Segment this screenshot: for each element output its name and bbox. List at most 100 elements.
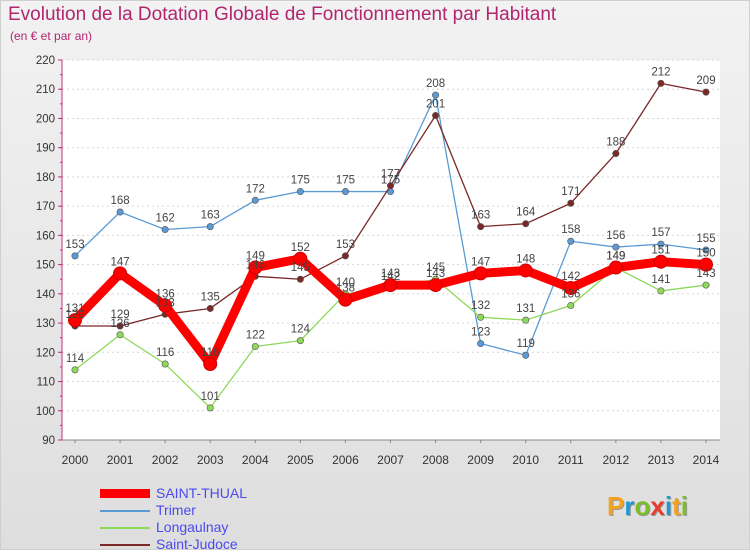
data-label: 208	[426, 78, 445, 90]
data-point	[474, 267, 487, 280]
data-label: 116	[201, 347, 219, 359]
x-tick-label: 2008	[422, 453, 449, 467]
y-tick-label: 190	[36, 143, 55, 155]
x-tick-label: 2014	[693, 453, 720, 467]
data-label: 155	[696, 233, 715, 245]
data-label: 101	[201, 391, 220, 403]
data-label: 163	[201, 210, 220, 222]
logo-letter: i	[681, 491, 688, 521]
data-point	[519, 264, 532, 277]
data-point	[72, 367, 78, 373]
x-tick-label: 2004	[242, 453, 269, 467]
data-label: 156	[606, 230, 625, 242]
data-point	[207, 223, 213, 229]
data-label: 153	[65, 239, 84, 251]
data-label: 145	[426, 262, 445, 274]
data-point	[297, 276, 303, 282]
data-point	[342, 253, 348, 259]
data-label: 188	[606, 137, 625, 149]
legend-label: Longaulnay	[156, 519, 228, 536]
data-label: 168	[110, 195, 129, 207]
data-label: 150	[696, 248, 715, 260]
data-point	[432, 112, 438, 118]
x-tick-label: 2009	[467, 453, 494, 467]
data-point	[252, 197, 258, 203]
x-tick-label: 2010	[512, 453, 539, 467]
data-label: 212	[651, 66, 670, 78]
data-label: 122	[246, 329, 265, 341]
data-point	[342, 188, 348, 194]
data-label: 149	[606, 251, 625, 263]
x-tick-label: 2001	[107, 453, 134, 467]
y-tick-label: 220	[36, 55, 55, 67]
logo-letter: x	[650, 491, 664, 521]
legend-swatch	[100, 510, 150, 512]
data-label: 146	[246, 259, 265, 271]
data-point	[162, 226, 168, 232]
data-label: 153	[336, 239, 355, 251]
data-point	[72, 253, 78, 259]
x-tick-label: 2003	[197, 453, 224, 467]
data-label: 135	[201, 291, 220, 303]
data-point	[658, 80, 664, 86]
x-tick-label: 2002	[152, 453, 179, 467]
data-label: 141	[651, 274, 670, 286]
x-tick-label: 2011	[558, 453, 584, 467]
data-label: 148	[516, 253, 535, 265]
data-label: 158	[561, 224, 580, 236]
data-label: 164	[516, 207, 536, 219]
data-label: 177	[381, 169, 400, 181]
data-point	[162, 361, 168, 367]
data-label: 142	[561, 271, 580, 283]
legend-swatch	[100, 489, 150, 498]
y-tick-label: 130	[36, 318, 55, 330]
data-label: 147	[110, 256, 129, 268]
data-point	[207, 405, 213, 411]
data-label: 129	[110, 309, 129, 321]
legend-label: SAINT-THUAL	[156, 485, 247, 502]
data-point	[568, 200, 574, 206]
data-label: 116	[156, 347, 174, 359]
legend-label: Trimer	[156, 502, 196, 519]
legend-swatch	[100, 527, 150, 529]
data-label: 145	[291, 262, 310, 274]
data-label: 143	[696, 268, 715, 280]
data-point	[523, 352, 529, 358]
data-point	[477, 223, 483, 229]
x-tick-label: 2012	[603, 453, 630, 467]
data-point	[658, 288, 664, 294]
data-label: 175	[336, 175, 355, 187]
logo-letter: r	[624, 491, 634, 521]
data-label: 123	[471, 327, 490, 339]
x-tick-label: 2007	[377, 453, 404, 467]
data-label: 129	[65, 309, 84, 321]
data-label: 201	[426, 99, 445, 111]
y-tick-label: 170	[36, 201, 55, 213]
data-point	[703, 89, 709, 95]
data-label: 157	[651, 227, 670, 239]
data-point	[117, 209, 123, 215]
data-label: 171	[561, 186, 580, 198]
logo-letter: t	[672, 491, 681, 521]
logo-letter: o	[635, 491, 651, 521]
y-tick-label: 120	[36, 347, 55, 359]
data-point	[609, 261, 622, 274]
data-label: 140	[336, 277, 355, 289]
data-point	[523, 317, 529, 323]
data-label: 133	[156, 297, 175, 309]
data-point	[204, 358, 217, 371]
x-tick-label: 2006	[332, 453, 359, 467]
data-point	[703, 282, 709, 288]
x-tick-label: 2013	[648, 453, 675, 467]
data-label: 172	[246, 183, 265, 195]
data-label: 136	[561, 289, 580, 301]
y-tick-label: 90	[42, 435, 55, 447]
data-label: 162	[156, 213, 175, 225]
data-label: 152	[291, 242, 310, 254]
logo-letter: P	[607, 491, 624, 521]
proxiti-logo: Proxiti	[607, 491, 688, 522]
data-label: 175	[291, 175, 310, 187]
data-point	[297, 188, 303, 194]
data-point	[207, 305, 213, 311]
